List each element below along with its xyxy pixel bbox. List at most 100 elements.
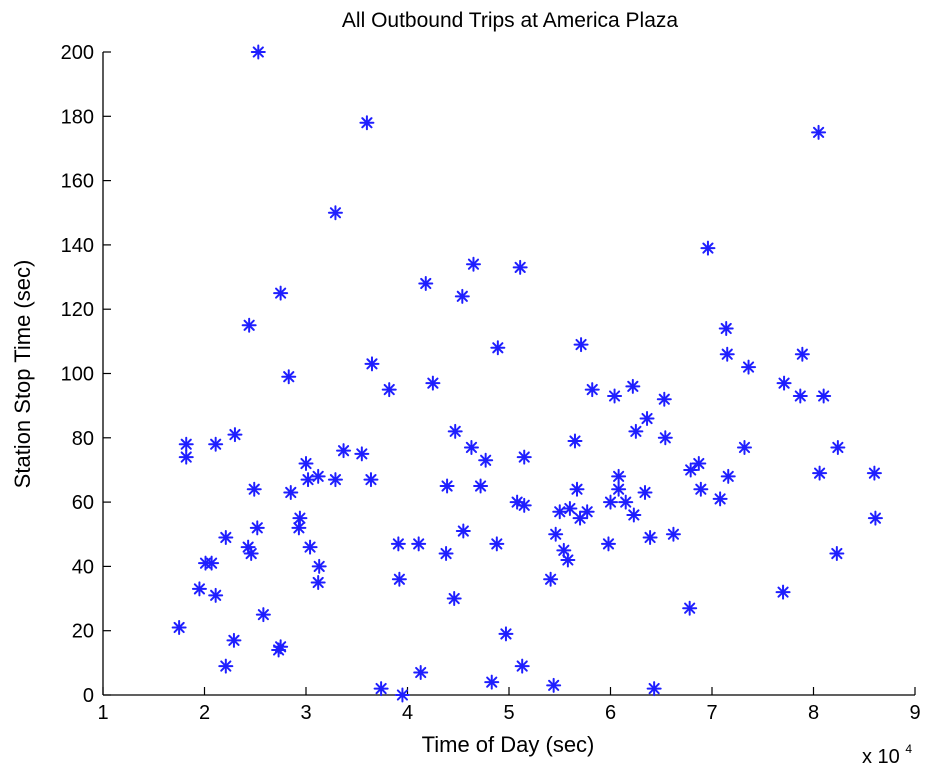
tick-labels: 1 2 3 4 5 6 7 8 9 0 20 40 60 80 100 120 140 160 180 200 xyxy=(61,42,921,724)
data-point xyxy=(302,539,318,555)
data-point xyxy=(700,240,716,256)
data-point xyxy=(637,484,653,500)
data-point xyxy=(354,446,370,462)
data-point xyxy=(562,501,578,517)
x-tick-label: 2 xyxy=(199,702,210,724)
data-point xyxy=(439,478,455,494)
data-point xyxy=(363,472,379,488)
data-point xyxy=(741,359,757,375)
data-point xyxy=(283,484,299,500)
data-point xyxy=(390,536,406,552)
axis-ticks xyxy=(102,51,916,696)
data-point xyxy=(543,571,559,587)
data-point xyxy=(693,481,709,497)
data-point xyxy=(273,285,289,301)
data-point xyxy=(281,369,297,385)
data-point xyxy=(381,382,397,398)
data-point xyxy=(712,491,728,507)
data-point xyxy=(665,526,681,542)
x-scale-base: x 10 xyxy=(862,746,900,767)
data-point xyxy=(490,340,506,356)
data-point xyxy=(683,462,699,478)
x-tick-label: 4 xyxy=(402,702,413,724)
data-point xyxy=(218,658,234,674)
data-point xyxy=(569,481,585,497)
y-axis-label: Station Stop Time (sec) xyxy=(10,260,35,489)
data-point xyxy=(546,677,562,693)
data-point xyxy=(373,681,389,697)
y-tick-label: 20 xyxy=(72,621,94,643)
y-tick-label: 140 xyxy=(61,235,94,257)
data-point xyxy=(310,574,326,590)
data-point xyxy=(327,472,343,488)
y-tick-label: 0 xyxy=(83,685,94,707)
data-point xyxy=(816,388,832,404)
data-point xyxy=(830,439,846,455)
data-point xyxy=(455,523,471,539)
data-point xyxy=(438,546,454,562)
data-point xyxy=(611,468,627,484)
data-point xyxy=(255,607,271,623)
data-point xyxy=(446,591,462,607)
data-point xyxy=(646,681,662,697)
data-point xyxy=(611,481,627,497)
data-point xyxy=(204,555,220,571)
data-point xyxy=(775,584,791,600)
data-point xyxy=(618,494,634,510)
data-point xyxy=(292,510,308,526)
data-point xyxy=(656,391,672,407)
data-point xyxy=(628,423,644,439)
data-point xyxy=(191,581,207,597)
y-tick-label: 40 xyxy=(72,556,94,578)
data-point xyxy=(178,449,194,465)
x-tick-label: 9 xyxy=(909,702,920,724)
data-point xyxy=(516,449,532,465)
data-point xyxy=(226,632,242,648)
data-point xyxy=(560,552,576,568)
data-point xyxy=(603,494,618,510)
data-point xyxy=(657,430,673,446)
data-point xyxy=(512,259,528,275)
data-point xyxy=(364,356,380,372)
data-point xyxy=(178,436,194,452)
data-point xyxy=(484,674,500,690)
data-point xyxy=(454,288,470,304)
data-point xyxy=(682,600,698,616)
y-tick-label: 100 xyxy=(61,364,94,386)
y-tick-label: 200 xyxy=(61,42,94,64)
x-scale-factor: x 10 4 xyxy=(862,742,912,767)
data-point xyxy=(567,433,583,449)
x-tick-label: 7 xyxy=(706,702,717,724)
data-point xyxy=(425,375,441,391)
data-point xyxy=(478,452,494,468)
data-point xyxy=(552,504,568,520)
x-tick-label: 1 xyxy=(97,702,108,724)
data-point xyxy=(720,468,736,484)
y-tick-label: 80 xyxy=(72,428,94,450)
data-point xyxy=(642,529,658,545)
data-point xyxy=(866,465,882,481)
data-point xyxy=(584,382,600,398)
data-point xyxy=(227,427,243,443)
x-axis-label: Time of Day (sec) xyxy=(422,732,595,757)
data-point xyxy=(473,478,489,494)
data-point xyxy=(776,375,792,391)
data-point xyxy=(359,115,375,131)
data-point xyxy=(736,439,752,455)
data-point xyxy=(243,546,259,562)
data-point xyxy=(391,571,407,587)
data-point xyxy=(718,320,734,336)
data-point xyxy=(418,275,434,291)
data-point xyxy=(573,337,589,353)
data-point xyxy=(498,626,514,642)
data-point xyxy=(812,465,828,481)
data-point xyxy=(336,443,352,459)
data-point xyxy=(273,639,289,655)
y-tick-label: 180 xyxy=(61,106,94,128)
x-tick-label: 8 xyxy=(808,702,819,724)
y-tick-label: 160 xyxy=(61,171,94,193)
x-tick-label: 6 xyxy=(605,702,616,724)
data-point xyxy=(300,472,316,488)
data-point xyxy=(607,388,623,404)
